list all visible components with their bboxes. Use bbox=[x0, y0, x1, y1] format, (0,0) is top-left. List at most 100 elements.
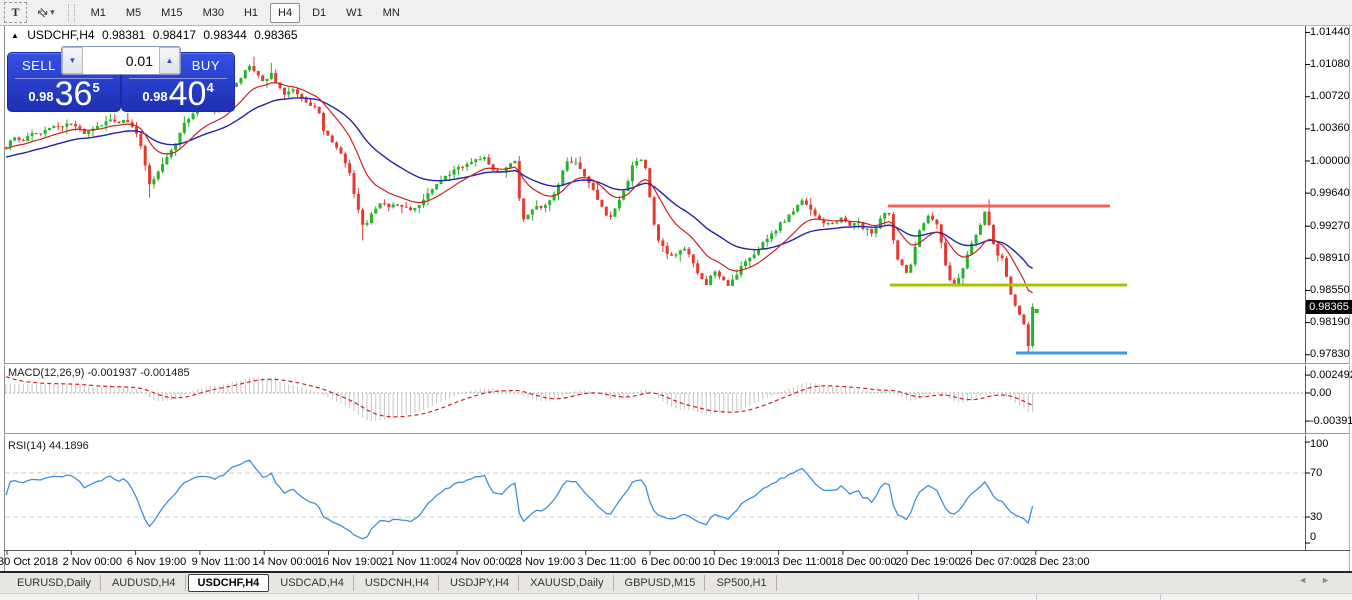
date-tick-13: 18 Dec 00:00 bbox=[831, 556, 897, 568]
low-value: 0.98344 bbox=[203, 28, 247, 42]
date-tick-15: 26 Dec 07:00 bbox=[959, 556, 1026, 568]
volume-increase-button[interactable]: ▲ bbox=[159, 47, 180, 74]
price-tick-1.00360: 1.00360 bbox=[1310, 122, 1350, 135]
date-tick-11: 10 Dec 19:00 bbox=[702, 556, 769, 568]
arrows-tool-icon[interactable]: ⇅ ▾ bbox=[34, 3, 59, 22]
timeframe-button-M1[interactable]: M1 bbox=[90, 6, 106, 19]
date-tick-0: 30 Oct 2018 bbox=[0, 556, 58, 568]
open-value: 0.98381 bbox=[101, 28, 146, 42]
chart-tab-GBPUSD-M15[interactable]: GBPUSD,M15 bbox=[616, 575, 706, 591]
price-tick-0.98550: 0.98550 bbox=[1310, 283, 1350, 296]
status-bar bbox=[0, 593, 1352, 600]
timeframe-button-M30[interactable]: M30 bbox=[202, 6, 224, 19]
arrows-icon: ⇅ bbox=[34, 3, 52, 22]
chart-tab-USDCAD-H4[interactable]: USDCAD,H4 bbox=[271, 575, 354, 591]
volume-input[interactable] bbox=[83, 47, 159, 74]
chart-tabs: EURUSD,Daily AUDUSD,H4 USDCHF,H4 USDCAD,H4 U… bbox=[0, 573, 1352, 593]
timeframe-button-D1[interactable]: D1 bbox=[312, 6, 327, 19]
current-price-tag: 0.98365 bbox=[1306, 299, 1352, 314]
macd-signal-value: -0.001485 bbox=[140, 367, 190, 379]
timeframe-toolbar: T ⇅ ▾ M1 M5 M15 M30 H1 H4 D1 W1 MN bbox=[0, 0, 1352, 26]
buy-price-head: 0.98 bbox=[142, 89, 168, 104]
tab-scroll-left-icon[interactable]: ◄ bbox=[1298, 575, 1322, 585]
chart-tab-XAUUSD-Daily[interactable]: XAUUSD,Daily bbox=[521, 575, 614, 591]
buy-label: BUY bbox=[191, 58, 220, 73]
date-tick-14: 20 Dec 19:00 bbox=[895, 556, 961, 568]
status-divider bbox=[918, 594, 919, 600]
rsi-name: RSI(14) bbox=[8, 440, 46, 452]
chart-tab-USDJPY-H4[interactable]: USDJPY,H4 bbox=[441, 575, 520, 591]
toolbar-grip bbox=[67, 3, 75, 22]
status-divider bbox=[1160, 594, 1161, 600]
macd-main-value: -0.001937 bbox=[87, 367, 138, 379]
tab-scroll-right-icon[interactable]: ► bbox=[1321, 575, 1344, 585]
price-tick-1.01440: 1.01440 bbox=[1310, 25, 1350, 38]
sell-divider bbox=[15, 78, 113, 79]
buy-price-main: 40 bbox=[168, 75, 207, 113]
timeframe-button-H1[interactable]: H1 bbox=[243, 6, 259, 19]
timeframe-button-M15[interactable]: M15 bbox=[161, 6, 183, 19]
chart-tab-EURUSD-Daily[interactable]: EURUSD,Daily bbox=[8, 575, 101, 591]
macd-header: MACD(12,26,9) -0.001937 -0.001485 bbox=[8, 367, 190, 379]
date-tick-9: 3 Dec 11:00 bbox=[577, 556, 636, 568]
price-tick-0.99640: 0.99640 bbox=[1310, 186, 1350, 199]
rsi-tick-0: 0 bbox=[1310, 530, 1317, 543]
volume-decrease-button[interactable]: ▼ bbox=[62, 47, 83, 74]
buy-price-sup: 4 bbox=[206, 80, 214, 95]
sell-price: 0.98 36 5 bbox=[8, 75, 120, 113]
chevron-down-icon: ▾ bbox=[50, 7, 55, 17]
date-tick-3: 9 Nov 11:00 bbox=[191, 556, 251, 568]
date-tick-6: 21 Nov 11:00 bbox=[381, 556, 447, 568]
one-click-trading-widget: SELL 0.98 36 5 BUY 0.98 40 4 ▼ ▲ bbox=[7, 45, 235, 113]
macd-tick-0.00: 0.00 bbox=[1310, 386, 1332, 399]
date-tick-10: 6 Dec 00:00 bbox=[641, 556, 701, 568]
chart-tab-USDCHF-H4[interactable]: USDCHF,H4 bbox=[187, 574, 270, 592]
date-tick-2: 6 Nov 19:00 bbox=[126, 556, 187, 568]
symbol-label: USDCHF,H4 bbox=[27, 28, 95, 42]
price-tick-1.00000: 1.00000 bbox=[1310, 154, 1350, 167]
tab-scroll-buttons: ◄► bbox=[1298, 575, 1344, 585]
sell-price-main: 36 bbox=[54, 75, 93, 113]
macd-name: MACD(12,26,9) bbox=[8, 367, 85, 379]
rsi-header: RSI(14) 44.1896 bbox=[8, 440, 89, 452]
high-value: 0.98417 bbox=[152, 28, 197, 42]
chart-tab-SP500-H1[interactable]: SP500,H1 bbox=[707, 575, 777, 591]
chart-ohlc-header: ▲ USDCHF,H4 0.98381 0.98417 0.98344 0.98… bbox=[11, 28, 302, 42]
buy-price: 0.98 40 4 bbox=[122, 75, 234, 113]
text-tool-icon[interactable]: T bbox=[4, 2, 27, 23]
buy-divider bbox=[129, 78, 227, 79]
tabbar-top-border bbox=[0, 571, 1352, 573]
macd-tick--0.003913: -0.003913 bbox=[1310, 414, 1352, 427]
date-tick-8: 28 Nov 19:00 bbox=[509, 556, 576, 568]
price-tick-0.97830: 0.97830 bbox=[1310, 348, 1350, 361]
timeframe-button-MN[interactable]: MN bbox=[382, 6, 400, 19]
rsi-tick-100: 100 bbox=[1310, 437, 1329, 450]
timeframe-button-M5[interactable]: M5 bbox=[125, 6, 142, 19]
date-tick-4: 14 Nov 00:00 bbox=[252, 556, 318, 568]
collapse-triangle-icon: ▲ bbox=[11, 31, 19, 40]
date-tick-12: 13 Dec 11:00 bbox=[767, 556, 832, 568]
volume-stepper: ▼ ▲ bbox=[61, 46, 181, 75]
timeframe-button-W1[interactable]: W1 bbox=[346, 6, 363, 19]
chart-tab-USDCNH-H4[interactable]: USDCNH,H4 bbox=[356, 575, 440, 591]
timeframe-button-H4[interactable]: H4 bbox=[270, 2, 301, 23]
rsi-tick-70: 70 bbox=[1310, 466, 1323, 479]
price-tick-1.01080: 1.01080 bbox=[1310, 58, 1350, 71]
price-tick-0.98190: 0.98190 bbox=[1310, 316, 1350, 329]
rsi-tick-30: 30 bbox=[1310, 510, 1323, 523]
sell-price-head: 0.98 bbox=[28, 89, 54, 104]
price-tick-0.99270: 0.99270 bbox=[1310, 219, 1350, 232]
price-tick-1.00720: 1.00720 bbox=[1310, 90, 1350, 103]
status-divider bbox=[1036, 594, 1037, 600]
date-tick-1: 2 Nov 00:00 bbox=[62, 556, 122, 568]
date-tick-16: 28 Dec 23:00 bbox=[1024, 556, 1090, 568]
macd-tick-0.002492: 0.002492 bbox=[1310, 368, 1352, 381]
sell-label: SELL bbox=[22, 58, 56, 73]
date-tick-5: 16 Nov 19:00 bbox=[316, 556, 383, 568]
price-tick-0.98910: 0.98910 bbox=[1310, 251, 1350, 264]
date-tick-7: 24 Nov 00:00 bbox=[445, 556, 511, 568]
sell-price-sup: 5 bbox=[92, 80, 100, 95]
chart-tab-AUDUSD-H4[interactable]: AUDUSD,H4 bbox=[103, 575, 186, 591]
